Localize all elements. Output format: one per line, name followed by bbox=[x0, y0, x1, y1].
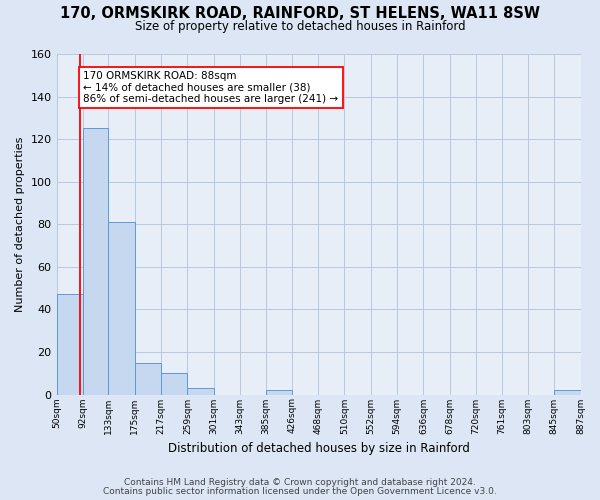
Bar bbox=[554, 390, 581, 394]
Bar bbox=[135, 362, 161, 394]
Bar bbox=[161, 373, 187, 394]
Bar bbox=[109, 222, 135, 394]
Text: 170 ORMSKIRK ROAD: 88sqm
← 14% of detached houses are smaller (38)
86% of semi-d: 170 ORMSKIRK ROAD: 88sqm ← 14% of detach… bbox=[83, 71, 338, 104]
Bar bbox=[187, 388, 214, 394]
Y-axis label: Number of detached properties: Number of detached properties bbox=[15, 136, 25, 312]
Text: Size of property relative to detached houses in Rainford: Size of property relative to detached ho… bbox=[134, 20, 466, 33]
X-axis label: Distribution of detached houses by size in Rainford: Distribution of detached houses by size … bbox=[167, 442, 469, 455]
Bar bbox=[56, 294, 83, 394]
Text: Contains public sector information licensed under the Open Government Licence v3: Contains public sector information licen… bbox=[103, 486, 497, 496]
Text: 170, ORMSKIRK ROAD, RAINFORD, ST HELENS, WA11 8SW: 170, ORMSKIRK ROAD, RAINFORD, ST HELENS,… bbox=[60, 6, 540, 20]
Text: Contains HM Land Registry data © Crown copyright and database right 2024.: Contains HM Land Registry data © Crown c… bbox=[124, 478, 476, 487]
Bar bbox=[83, 128, 109, 394]
Bar bbox=[266, 390, 292, 394]
